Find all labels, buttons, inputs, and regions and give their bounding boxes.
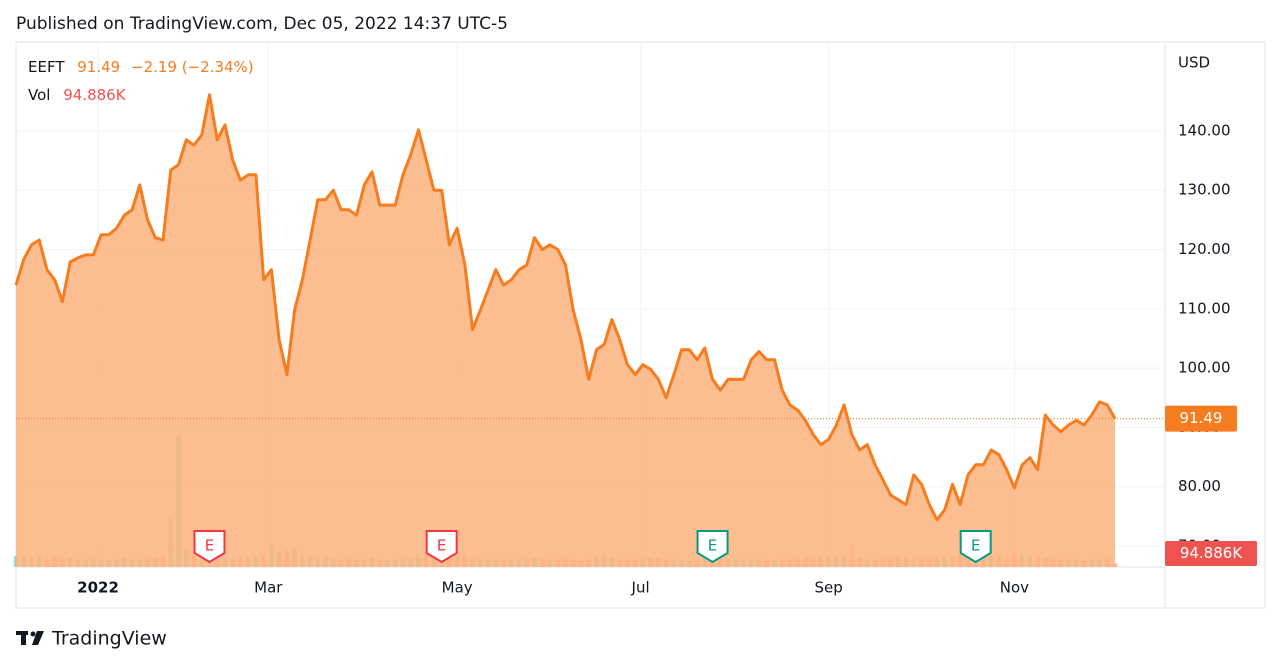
earnings-badge-shape <box>193 530 226 564</box>
y-tick-label: 80.00 <box>1178 477 1221 495</box>
x-tick-label: Mar <box>254 579 283 597</box>
last-volume-label: 94.886K <box>1180 544 1243 562</box>
earnings-badge-label: E <box>437 537 446 555</box>
legend-volume-row: Vol 94.886K <box>28 86 127 104</box>
legend-vol-last: 94.886K <box>63 86 126 104</box>
earnings-badge-shape <box>425 530 458 564</box>
earnings-badge-label: E <box>971 537 980 555</box>
legend-price-row: EEFT 91.49 −2.19 (−2.34%) <box>28 58 254 76</box>
y-tick-label: 110.00 <box>1178 299 1231 317</box>
price-line <box>14 93 1117 522</box>
area-layer <box>14 93 1165 568</box>
earnings-badge-label: E <box>205 537 214 555</box>
y-tick-label: 100.00 <box>1178 359 1231 377</box>
y-tick-label: 120.00 <box>1178 240 1231 258</box>
published-line: Published on TradingView.com, Dec 05, 20… <box>16 14 508 34</box>
earnings-badge: E <box>193 530 226 564</box>
legend-change: −2.19 (−2.34%) <box>131 58 254 76</box>
legend-last: 91.49 <box>77 58 120 76</box>
earnings-badge: E <box>425 530 458 564</box>
x-tick-label: May <box>442 579 473 597</box>
x-tick-label: 2022 <box>77 579 119 597</box>
earnings-badge: E <box>959 530 992 564</box>
earnings-badge: E <box>696 530 729 564</box>
y-tick-label: 140.00 <box>1178 121 1231 139</box>
price-area <box>16 94 1115 568</box>
axis-layer: 70.0080.0090.00100.00110.00120.00130.001… <box>77 121 1257 597</box>
earnings-badge-label: E <box>708 537 717 555</box>
last-price-label: 91.49 <box>1180 409 1223 427</box>
x-tick-label: Nov <box>1000 579 1029 597</box>
last-volume-box <box>1165 541 1257 566</box>
earnings-badge-shape <box>959 530 992 564</box>
y-tick-label: 130.00 <box>1178 181 1231 199</box>
footer-brand: TradingView <box>51 628 167 650</box>
footer-logo <box>16 631 44 645</box>
legend-symbol: EEFT <box>28 58 65 76</box>
x-tick-label: Jul <box>631 579 650 597</box>
last-price-box <box>1165 405 1237 432</box>
legend-vol-name: Vol <box>28 86 50 104</box>
earnings-badge-shape <box>696 530 729 564</box>
currency: USD <box>1178 54 1210 72</box>
x-tick-label: Sep <box>815 579 843 597</box>
